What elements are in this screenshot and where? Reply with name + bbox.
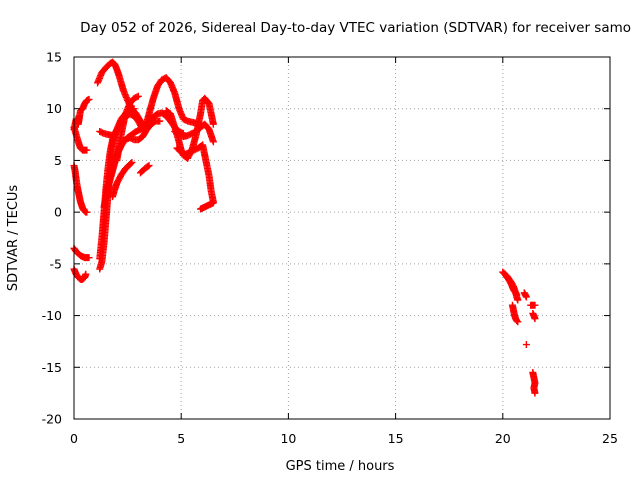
series-s26 [527, 301, 539, 309]
series-s14 [109, 158, 136, 201]
x-tick-label: 10 [280, 431, 296, 446]
data-point [156, 117, 164, 125]
data-point [127, 160, 135, 168]
y-tick-label: -10 [42, 308, 62, 323]
y-axis-label: SDTVAR / TECUs [6, 185, 21, 292]
data-point [514, 318, 522, 326]
series-s8 [96, 127, 117, 140]
series-s24 [520, 289, 530, 301]
y-tick-label: 0 [54, 205, 62, 220]
y-tick-label: 5 [54, 153, 62, 168]
series-s4 [70, 244, 93, 262]
data-point [144, 162, 152, 170]
data-point [83, 208, 91, 216]
data-point [522, 293, 530, 301]
x-tick-label: 0 [70, 431, 78, 446]
data-point [514, 296, 522, 304]
y-tick-label: -5 [50, 256, 62, 271]
x-tick-label: 15 [388, 431, 404, 446]
x-tick-label: 20 [495, 431, 511, 446]
series-s23 [508, 301, 522, 326]
series-s16 [141, 74, 200, 133]
data-point [513, 291, 521, 299]
data-point [209, 199, 217, 207]
data-point [513, 317, 521, 325]
series-s28 [529, 368, 539, 397]
x-tick-label: 5 [177, 431, 185, 446]
x-tick-label: 25 [602, 431, 618, 446]
y-tick-label: 15 [46, 50, 62, 65]
data-point [130, 105, 138, 113]
series-s25 [522, 341, 530, 349]
data-point [85, 95, 93, 103]
series-s20 [196, 199, 217, 213]
data-point [522, 341, 530, 349]
plot-frame [73, 56, 611, 420]
data-point [145, 162, 153, 170]
data-point [531, 301, 539, 309]
data-points [70, 58, 539, 397]
series-s27 [529, 310, 539, 323]
grid [74, 57, 610, 419]
data-point [128, 158, 136, 166]
y-tick-label: -15 [42, 360, 62, 375]
data-point [134, 92, 142, 100]
y-tick-label: -20 [42, 412, 62, 427]
data-point [209, 120, 217, 128]
series-s3 [70, 162, 91, 216]
data-point [82, 270, 90, 278]
axis-ticks: 0 5 10 15 20 25 -20 -15 -10 -5 0 5 10 15 [42, 50, 618, 447]
series-s18 [171, 120, 217, 146]
data-point [83, 146, 91, 154]
series-s13 [113, 92, 142, 164]
series-s22 [501, 270, 521, 299]
chart-title: Day 052 of 2026, Sidereal Day-to-day VTE… [80, 20, 631, 36]
series-s19 [173, 141, 217, 206]
y-tick-label: 10 [46, 101, 62, 116]
data-point [531, 315, 539, 323]
x-axis-label: GPS time / hours [286, 459, 395, 474]
series-s15 [136, 162, 153, 177]
data-point [209, 138, 217, 146]
data-point [531, 389, 539, 397]
data-point [85, 254, 93, 262]
